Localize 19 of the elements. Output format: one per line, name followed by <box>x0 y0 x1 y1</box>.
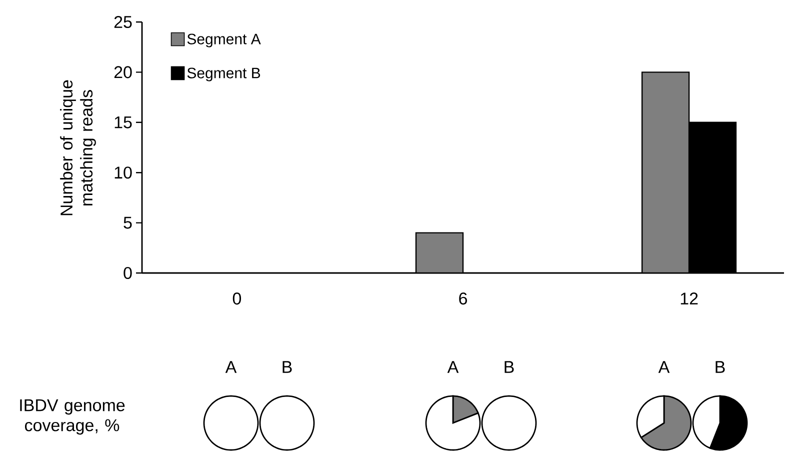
legend-label: Segment B <box>187 68 260 82</box>
y-tick-label: 5 <box>124 216 132 229</box>
y-tick-label: 10 <box>114 166 132 179</box>
x-tick-label: 6 <box>459 292 467 305</box>
y-axis-title: Number of unique matching reads <box>60 80 96 216</box>
chart-title: A <box>447 361 459 373</box>
y-tick-label: 25 <box>114 16 132 28</box>
chart-title: B <box>504 361 514 373</box>
y-tick-label: 15 <box>114 116 132 128</box>
x-tick-label: 12 <box>680 292 698 304</box>
chart-title: B <box>282 361 292 373</box>
chart-title: A <box>225 361 237 373</box>
legend-label: Segment A <box>187 34 261 48</box>
x-tick-label: 0 <box>232 292 242 305</box>
text: IBDV genome coverage, % <box>20 399 125 435</box>
chart-title: B <box>716 361 725 373</box>
y-tick-label: 0 <box>124 266 132 280</box>
chart-title: A <box>658 361 670 373</box>
y-tick-label: 20 <box>114 66 132 78</box>
